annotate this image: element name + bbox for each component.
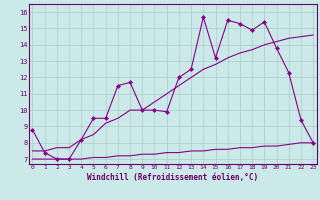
X-axis label: Windchill (Refroidissement éolien,°C): Windchill (Refroidissement éolien,°C) bbox=[87, 173, 258, 182]
